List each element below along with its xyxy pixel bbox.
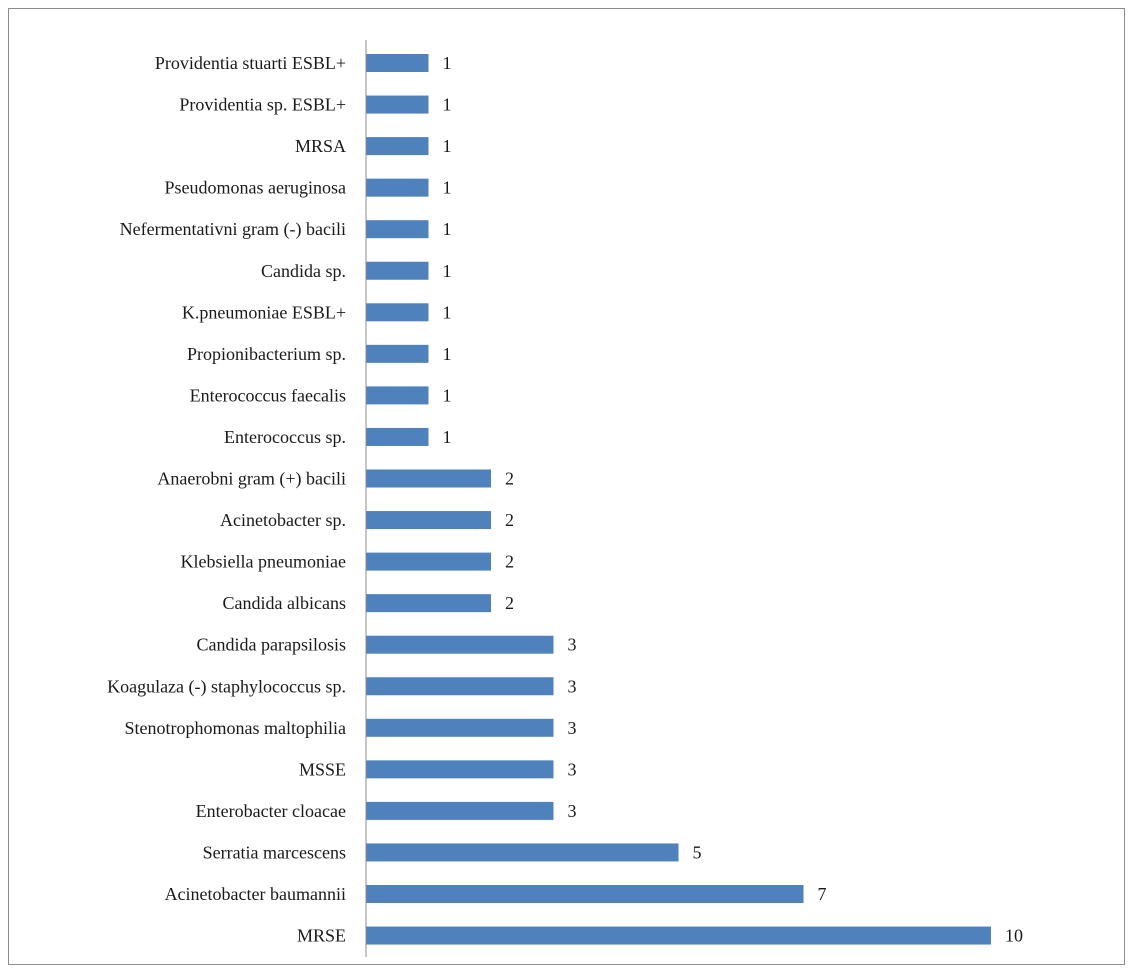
category-label: Klebsiella pneumoniae [181,552,346,572]
category-label: MRSE [297,926,346,946]
data-label: 1 [443,302,452,322]
category-label: Candida albicans [223,593,346,613]
data-label: 3 [568,801,577,821]
data-label: 3 [568,718,577,738]
category-label: MRSA [295,136,346,156]
bar [366,677,554,696]
data-label: 1 [443,261,452,281]
category-label: MSSE [299,759,346,779]
data-label: 1 [443,344,452,364]
category-label: Anaerobni gram (+) bacili [157,469,346,490]
data-label: 1 [443,385,452,405]
data-label: 3 [568,759,577,779]
data-label: 7 [818,884,827,904]
bar [366,801,554,820]
category-label: Pseudomonas aeruginosa [165,178,346,198]
bar [366,303,429,322]
data-label: 2 [505,469,514,489]
category-label: Candida parapsilosis [197,635,346,655]
data-label: 2 [505,552,514,572]
data-label: 2 [505,510,514,530]
data-label: 3 [568,676,577,696]
category-label: Koagulaza (-) staphylococcus sp. [107,676,346,697]
bar [366,718,554,737]
bar [366,137,429,156]
category-label: Candida sp. [261,261,346,281]
category-label: Serratia marcescens [203,842,346,862]
bar [366,843,679,862]
bar [366,469,491,488]
bar [366,427,429,446]
data-label: 1 [443,136,452,156]
bar [366,54,429,72]
bar [366,511,491,530]
data-label: 1 [443,95,452,115]
category-label: Stenotrophomonas maltophilia [125,718,346,738]
category-label: Enterococcus sp. [224,427,346,447]
bar [366,178,429,197]
bars-layer [366,54,991,945]
category-label: Propionibacterium sp. [187,344,346,364]
category-label: Enterobacter cloacae [196,801,346,821]
bar [366,552,491,571]
bar [366,885,804,903]
category-label: Nefermentativni gram (-) bacili [120,219,346,240]
data-label: 5 [693,842,702,862]
data-label: 2 [505,593,514,613]
data-label: 1 [443,219,452,239]
data-label: 1 [443,427,452,447]
category-label: K.pneumoniae ESBL+ [182,302,346,322]
data-label: 1 [443,53,452,73]
bar [366,926,991,945]
data-label: 10 [1005,926,1023,946]
category-label: Enterococcus faecalis [190,385,346,405]
chart-frame [8,8,1125,965]
category-label: Acinetobacter sp. [220,510,346,530]
bar [366,386,429,405]
category-label: Acinetobacter baumannii [165,884,346,904]
data-label: 3 [568,635,577,655]
bar [366,95,429,114]
bar [366,594,491,613]
bar [366,220,429,239]
labels-layer: Providentia stuarti ESBL+ 1 Providentia sp… [107,53,1023,946]
bar [366,344,429,363]
category-label: Providentia stuarti ESBL+ [155,53,346,73]
bar [366,261,429,280]
bar [366,760,554,779]
category-label: Providentia sp. ESBL+ [179,95,346,115]
data-label: 1 [443,178,452,198]
bar [366,635,554,654]
